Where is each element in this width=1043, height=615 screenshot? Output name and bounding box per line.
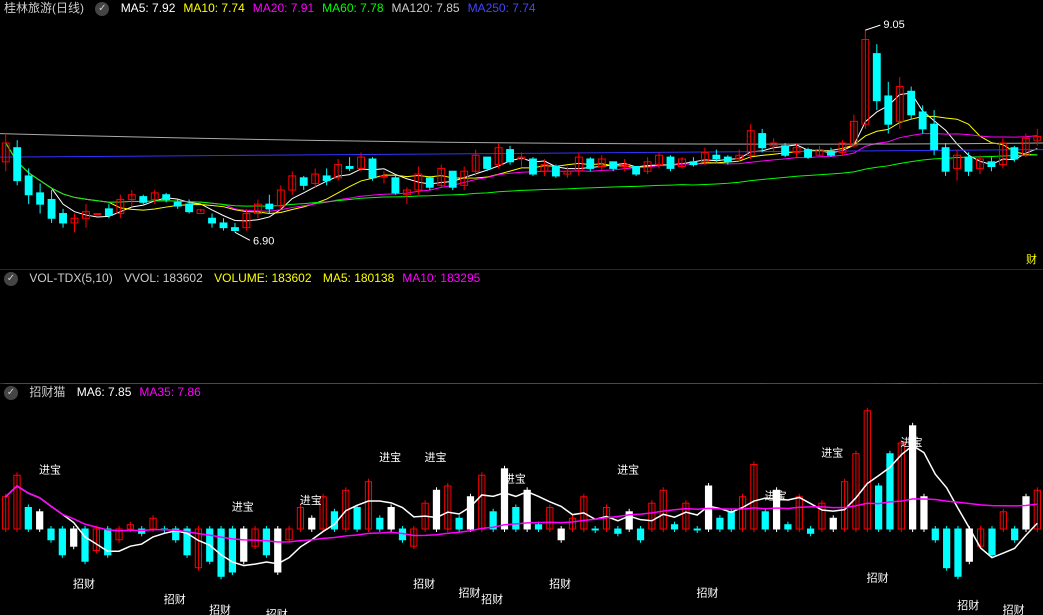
- svg-text:9.05: 9.05: [883, 19, 904, 31]
- svg-text:招财: 招财: [549, 577, 571, 591]
- svg-text:进宝: 进宝: [39, 463, 61, 477]
- vol-header: ✓ VOL-TDX(5,10) VVOL: 183602 VOLUME: 183…: [0, 270, 1043, 286]
- svg-text:招财: 招财: [481, 592, 503, 606]
- main-chart-area[interactable]: 9.05 6.90 财: [0, 16, 1043, 270]
- svg-text:进宝: 进宝: [424, 450, 446, 464]
- svg-text:招财: 招财: [957, 598, 979, 612]
- svg-text:招财: 招财: [164, 592, 186, 606]
- main-header: 桂林旅游(日线) ✓ MA5: 7.92MA10: 7.74MA20: 7.91…: [0, 0, 1043, 16]
- ind-header: ✓ 招财猫 MA6: 7.85MA35: 7.86: [0, 384, 1043, 400]
- main-chart-panel: 桂林旅游(日线) ✓ MA5: 7.92MA10: 7.74MA20: 7.91…: [0, 0, 1043, 270]
- svg-text:进宝: 进宝: [617, 463, 639, 477]
- svg-text:招财: 招财: [209, 603, 231, 615]
- svg-text:招财: 招财: [867, 570, 889, 584]
- ind-title: 招财猫: [29, 385, 65, 399]
- ind-chart-area[interactable]: 进宝招财招财招财进宝招财进宝进宝招财进宝招财招财进宝招财进宝招财进宝进宝招财进宝…: [0, 400, 1043, 615]
- vvol-label: VVOL: 183602: [124, 271, 203, 285]
- toggle-icon[interactable]: ✓: [95, 2, 109, 16]
- svg-text:进宝: 进宝: [379, 450, 401, 464]
- svg-text:招财: 招财: [266, 607, 288, 615]
- stock-title: 桂林旅游(日线): [4, 1, 84, 15]
- svg-text:进宝: 进宝: [300, 493, 322, 507]
- svg-text:招财: 招财: [413, 577, 435, 591]
- indicator-panel: ✓ 招财猫 MA6: 7.85MA35: 7.86 进宝招财招财招财进宝招财进宝…: [0, 384, 1043, 615]
- svg-text:进宝: 进宝: [765, 489, 787, 503]
- svg-text:招财: 招财: [697, 585, 719, 599]
- svg-text:招财: 招财: [1003, 603, 1025, 615]
- svg-text:进宝: 进宝: [232, 499, 254, 513]
- svg-text:6.90: 6.90: [253, 235, 274, 247]
- ind-toggle-icon[interactable]: ✓: [4, 386, 18, 400]
- volume-panel: ✓ VOL-TDX(5,10) VVOL: 183602 VOLUME: 183…: [0, 270, 1043, 384]
- vol-toggle-icon[interactable]: ✓: [4, 272, 18, 286]
- vol-title: VOL-TDX(5,10): [29, 271, 112, 285]
- vol-chart-area[interactable]: [0, 286, 1043, 384]
- svg-text:进宝: 进宝: [504, 471, 526, 485]
- corner-label: 财: [1026, 251, 1037, 267]
- svg-text:招财: 招财: [458, 585, 480, 599]
- svg-text:进宝: 进宝: [901, 435, 923, 449]
- svg-text:招财: 招财: [73, 577, 95, 591]
- svg-text:进宝: 进宝: [821, 446, 843, 460]
- volume-label: VOLUME: 183602: [214, 271, 311, 285]
